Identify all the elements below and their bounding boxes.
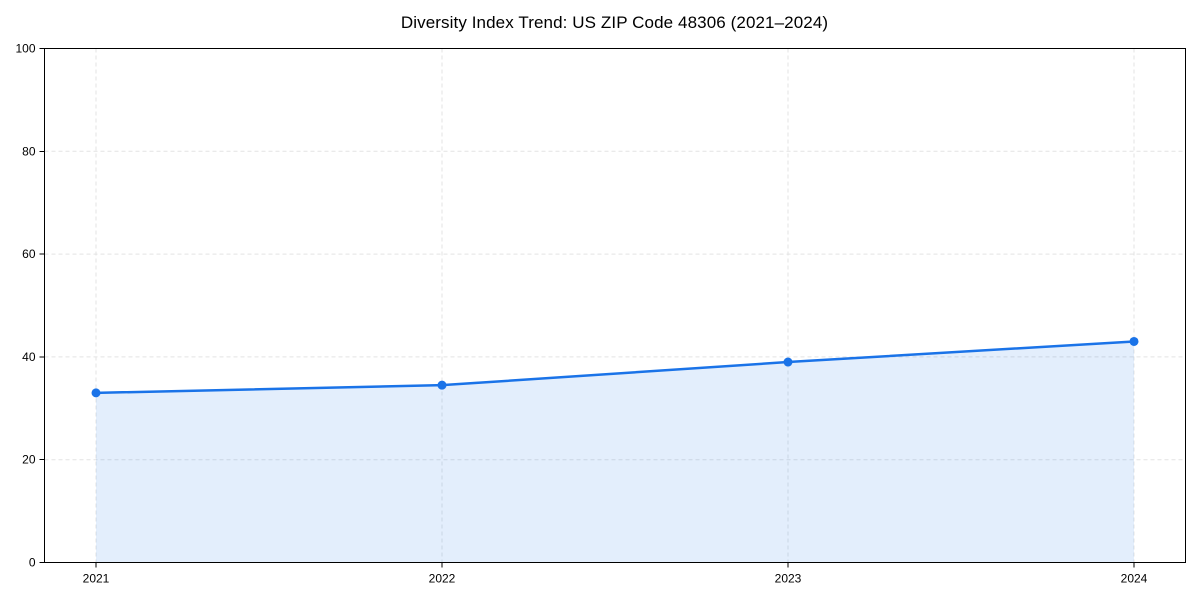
y-tick-label: 60	[22, 247, 36, 261]
y-tick-label: 80	[22, 144, 36, 158]
x-tick-label: 2021	[83, 572, 110, 586]
data-point	[91, 388, 101, 398]
x-tick-label: 2022	[429, 572, 456, 586]
y-tick-label: 20	[22, 453, 36, 467]
y-tick-label: 0	[29, 556, 36, 570]
chart-title: Diversity Index Trend: US ZIP Code 48306…	[400, 13, 829, 32]
axes-frame	[44, 48, 1186, 563]
x-tick-label: 2024	[1121, 572, 1148, 586]
data-point	[783, 357, 793, 367]
y-tick-label: 40	[22, 350, 36, 364]
data-point	[1129, 336, 1139, 346]
area-fill	[96, 341, 1134, 563]
data-point	[437, 380, 447, 390]
y-tick-label: 100	[15, 42, 35, 56]
data-line	[94, 340, 1136, 395]
x-tick-label: 2023	[775, 572, 802, 586]
